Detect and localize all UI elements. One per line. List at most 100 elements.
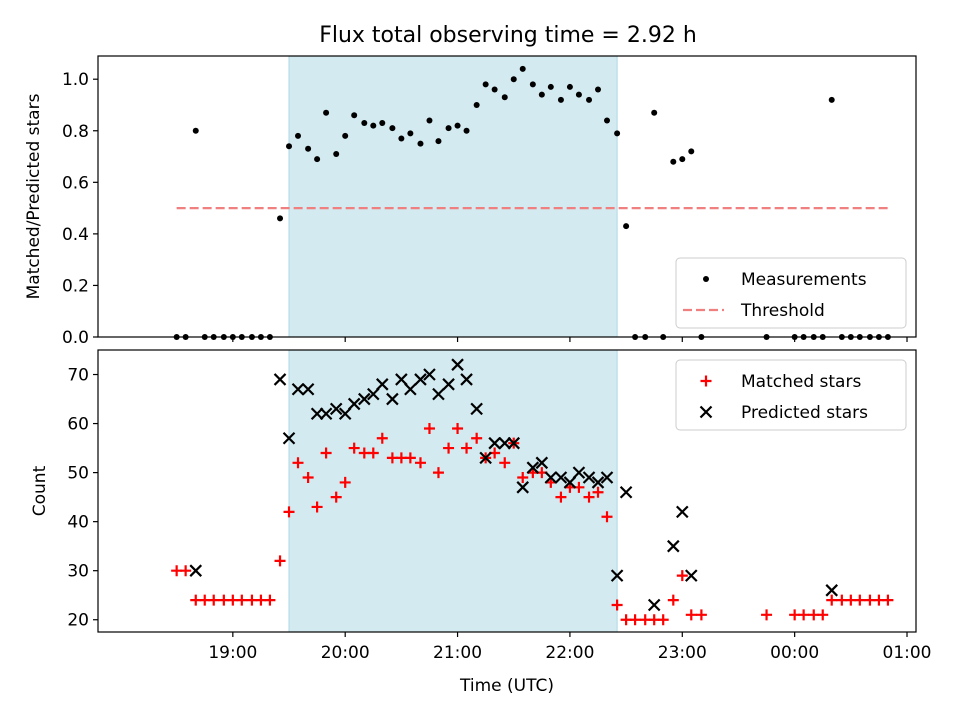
- data-point: [319, 407, 333, 421]
- data-point: [277, 215, 284, 222]
- data-point: [273, 373, 287, 386]
- data-point: [323, 109, 330, 116]
- data-point: [417, 140, 424, 147]
- data-point: [491, 86, 498, 93]
- data-point: [583, 491, 595, 503]
- legend-label: Threshold: [740, 301, 825, 321]
- y-tick-label: 30: [67, 562, 89, 582]
- data-point: [529, 81, 536, 88]
- data-point: [695, 609, 707, 621]
- legend-label: Matched stars: [741, 372, 861, 392]
- data-point: [688, 148, 695, 155]
- data-point: [563, 476, 577, 489]
- legend-label: Measurements: [741, 270, 867, 290]
- data-point: [460, 373, 473, 386]
- data-point: [611, 599, 623, 611]
- y-axis-label: Count: [30, 465, 50, 516]
- data-point: [236, 594, 248, 606]
- data-point: [600, 471, 614, 484]
- x-tick-label: 20:00: [321, 643, 370, 663]
- y-tick-label: 0.6: [62, 173, 89, 193]
- y-tick-label: 60: [67, 415, 89, 435]
- x-tick-label: 22:00: [545, 643, 594, 663]
- data-point: [882, 594, 894, 606]
- data-point: [311, 501, 323, 513]
- data-point: [591, 476, 605, 489]
- data-point: [333, 150, 340, 157]
- data-point: [482, 81, 489, 88]
- data-point: [351, 112, 358, 119]
- chart-title: Flux total observing time = 2.92 h: [319, 23, 697, 48]
- data-point: [274, 555, 286, 567]
- data-point: [679, 156, 686, 163]
- x-axis-label: Time (UTC): [459, 676, 554, 696]
- data-point: [566, 83, 573, 90]
- data-point: [370, 122, 377, 129]
- data-point: [557, 96, 564, 103]
- count-panel: 20 30 40 50 60 70 19:00 20:00 21:00 22:00 23:00 00:…: [30, 349, 932, 696]
- legend-marker: [703, 276, 709, 282]
- data-point: [667, 539, 680, 553]
- data-point: [189, 564, 203, 577]
- data-point: [595, 86, 602, 93]
- data-point: [445, 125, 452, 132]
- data-point: [361, 120, 368, 127]
- data-point: [432, 467, 444, 479]
- data-point: [452, 422, 464, 434]
- data-point: [629, 614, 641, 626]
- y-axis-label: Matched/Predicted stars: [24, 93, 44, 299]
- data-point: [376, 432, 388, 444]
- data-point: [432, 387, 445, 401]
- data-point: [463, 127, 470, 134]
- data-point: [586, 96, 593, 103]
- data-point: [342, 132, 349, 139]
- y-tick-label: 0.4: [62, 225, 89, 245]
- data-point: [454, 122, 461, 129]
- data-point: [826, 594, 838, 606]
- data-point: [320, 447, 332, 459]
- data-point: [657, 614, 669, 626]
- legend-label: Predicted stars: [741, 403, 868, 423]
- legend: Measurements Threshold: [675, 257, 907, 329]
- data-point: [510, 76, 517, 83]
- data-point: [367, 447, 379, 459]
- data-point: [516, 481, 530, 494]
- data-point: [461, 442, 473, 454]
- data-point: [498, 436, 512, 450]
- data-point: [761, 609, 773, 621]
- data-point: [684, 569, 698, 582]
- data-point: [544, 471, 558, 484]
- ratio-panel: 0.0 0.2 0.4 0.6 0.8 1.0 Matched/Predicted star…: [24, 55, 917, 348]
- data-point: [582, 471, 596, 484]
- data-point: [379, 120, 386, 127]
- shaded-interval: [288, 349, 618, 633]
- data-point: [305, 145, 312, 152]
- data-point: [501, 94, 508, 101]
- data-point: [264, 594, 276, 606]
- legend-marker: [699, 405, 713, 419]
- data-point: [471, 432, 483, 444]
- y-tick-label: 70: [67, 366, 89, 386]
- y-tick-label: 1.0: [62, 70, 89, 90]
- data-point: [604, 117, 611, 124]
- data-point: [667, 594, 679, 606]
- data-point: [610, 569, 624, 582]
- data-point: [302, 472, 314, 484]
- data-point: [314, 156, 321, 163]
- data-point: [676, 505, 689, 519]
- data-point: [347, 397, 361, 411]
- data-point: [817, 609, 829, 621]
- data-point: [375, 378, 389, 391]
- data-point: [676, 570, 688, 582]
- data-point: [348, 442, 360, 454]
- data-point: [180, 565, 192, 577]
- data-point: [398, 135, 405, 142]
- data-point: [614, 130, 621, 137]
- data-point: [479, 451, 492, 465]
- data-point: [386, 392, 399, 406]
- x-tick-label: 01:00: [883, 643, 932, 663]
- y-tick-label: 20: [67, 611, 89, 631]
- x-tick-label: 19:00: [208, 643, 257, 663]
- data-point: [339, 476, 351, 488]
- data-point: [301, 382, 315, 396]
